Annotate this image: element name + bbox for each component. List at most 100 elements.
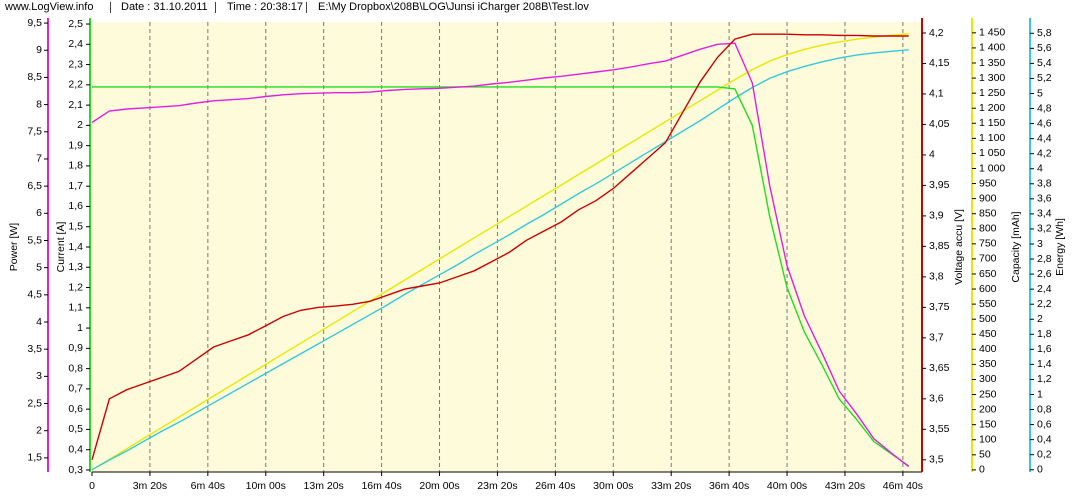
y-tick-label: 200	[979, 403, 997, 415]
y-tick-label: 3,8	[929, 271, 944, 283]
y-tick-label: 500	[979, 313, 997, 325]
series-line	[91, 49, 909, 471]
y-tick-label: 8	[36, 98, 42, 110]
x-tick-label: 10m 00s	[246, 480, 286, 492]
y-tick-label: 0,5	[68, 423, 83, 435]
y-tick-label: 2,4	[1037, 283, 1052, 295]
y-tick-label: 2	[36, 424, 42, 436]
y-tick-label: 5,2	[1037, 72, 1052, 84]
y-tick-label: 1 300	[979, 72, 1005, 84]
y-tick-label: 0,8	[1037, 403, 1052, 415]
y-tick-label: 350	[979, 358, 997, 370]
y-tick-label: 0,6	[1037, 418, 1052, 430]
y-tick-label: 0,6	[68, 403, 83, 415]
separator	[110, 2, 111, 13]
y-tick-label: 6,5	[27, 180, 42, 192]
x-tick-label: 43m 20s	[825, 480, 865, 492]
y-tick-label: 4,15	[929, 57, 950, 69]
y-tick-label: 3,4	[1037, 208, 1052, 220]
y-tick-label: 750	[979, 238, 997, 250]
y-tick-label: 1,7	[68, 180, 83, 192]
y-tick-label: 4,6	[1037, 117, 1052, 129]
y-tick-label: 2,2	[1037, 298, 1052, 310]
y-tick-label: 1 250	[979, 87, 1005, 99]
y-tick-label: 1,2	[68, 281, 83, 293]
y-tick-label: 4,05	[929, 118, 950, 130]
series-line	[91, 33, 909, 460]
y-tick-label: 1,6	[68, 200, 83, 212]
y-tick-label: 300	[979, 373, 997, 385]
y-tick-label: 0,8	[68, 362, 83, 374]
y-tick-label: 4,5	[27, 289, 42, 301]
y-tick-label: 1	[1037, 388, 1043, 400]
y-tick-label: 400	[979, 343, 997, 355]
y-tick-label: 3	[1037, 238, 1043, 250]
y-tick-label: 4,2	[929, 27, 944, 39]
y-tick-label: 0,3	[68, 464, 83, 476]
y-tick-label: 4	[1037, 163, 1043, 175]
y-tick-label: 3,6	[1037, 193, 1052, 205]
y-tick-label: 0,2	[1037, 448, 1052, 460]
y-tick-label: 0,7	[68, 383, 83, 395]
y-tick-label: 4,1	[929, 88, 944, 100]
y-tick-label: 1,8	[1037, 328, 1052, 340]
y-tick-label: 0	[1037, 464, 1043, 476]
y-tick-label: 100	[979, 434, 997, 446]
y-tick-label: 1 200	[979, 102, 1005, 114]
y-tick-label: 1,1	[68, 302, 83, 314]
y-tick-label: 3,6	[929, 393, 944, 405]
y-tick-label: 5,5	[27, 234, 42, 246]
y-tick-label: 2,1	[68, 99, 83, 111]
y-tick-label: 9	[36, 44, 42, 56]
x-tick-label: 26m 40s	[535, 480, 575, 492]
y-tick-label: 550	[979, 298, 997, 310]
y-tick-label: 4,4	[1037, 132, 1052, 144]
y-tick-label: 600	[979, 283, 997, 295]
y-tick-label: 1 450	[979, 27, 1005, 39]
y-tick-label: 850	[979, 207, 997, 219]
y-tick-label: 1	[77, 322, 83, 334]
y-tick-label: 5,6	[1037, 42, 1052, 54]
y-tick-label: 4,2	[1037, 147, 1052, 159]
y-tick-label: 1 100	[979, 132, 1005, 144]
y-tick-label: 1 150	[979, 117, 1005, 129]
y-tick-label: 3,55	[929, 423, 950, 435]
y-tick-label: 2,4	[68, 38, 83, 50]
x-tick-label: 33m 20s	[651, 480, 691, 492]
y-tick-label: 3,7	[929, 332, 944, 344]
y-axis-title: Current [A]	[55, 222, 67, 273]
y-tick-label: 1,4	[68, 241, 83, 253]
y-tick-label: 2,5	[68, 18, 83, 30]
y-tick-label: 9,5	[27, 17, 42, 29]
y-tick-label: 2,6	[1037, 268, 1052, 280]
y-tick-label: 1 000	[979, 162, 1005, 174]
y-tick-label: 7,5	[27, 126, 42, 138]
separator	[306, 2, 307, 13]
series-line	[91, 33, 909, 471]
y-tick-label: 3,5	[929, 454, 944, 466]
x-tick-label: 30m 00s	[593, 480, 633, 492]
y-tick-label: 8,5	[27, 71, 42, 83]
y-tick-label: 3,95	[929, 179, 950, 191]
y-tick-label: 1,3	[68, 261, 83, 273]
y-tick-label: 1 400	[979, 42, 1005, 54]
y-tick-label: 2,8	[1037, 253, 1052, 265]
y-tick-label: 1,5	[68, 221, 83, 233]
y-tick-label: 3,75	[929, 301, 950, 313]
y-tick-label: 650	[979, 268, 997, 280]
y-tick-label: 1,4	[1037, 358, 1052, 370]
y-tick-label: 450	[979, 328, 997, 340]
y-tick-label: 2	[77, 119, 83, 131]
y-tick-label: 6	[36, 207, 42, 219]
file-path: E:\My Dropbox\208B\LOG\Junsi iCharger 20…	[318, 1, 589, 13]
y-tick-label: 0,4	[1037, 433, 1052, 445]
y-tick-label: 0,9	[68, 342, 83, 354]
y-tick-label: 150	[979, 418, 997, 430]
y-tick-label: 950	[979, 177, 997, 189]
y-tick-label: 3,9	[929, 210, 944, 222]
time: Time : 20:38:17	[227, 1, 304, 13]
y-tick-label: 1,8	[68, 160, 83, 172]
x-tick-label: 46m 40s	[883, 480, 923, 492]
x-tick-label: 36m 40s	[709, 480, 749, 492]
